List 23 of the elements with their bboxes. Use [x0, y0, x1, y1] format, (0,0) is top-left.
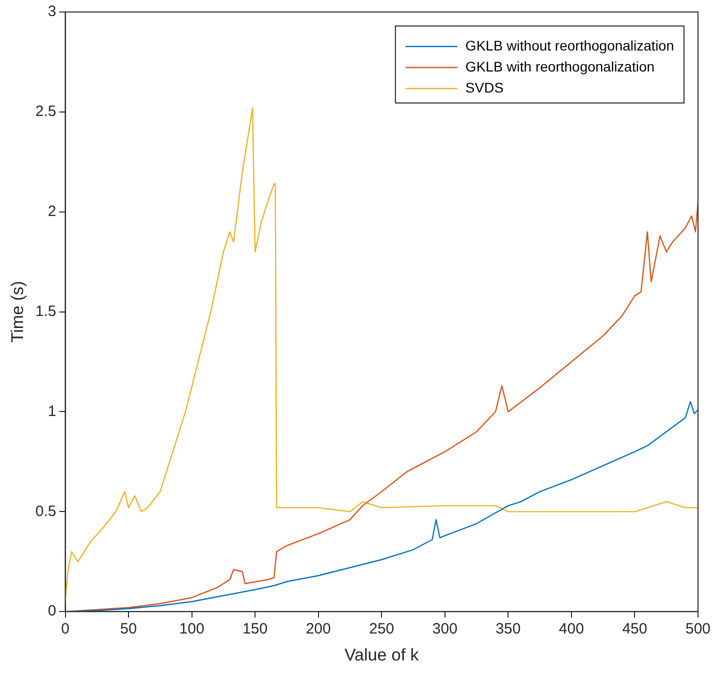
y-axis-title: Time (s) [8, 280, 27, 343]
y-tick-label: 0 [48, 602, 56, 620]
y-tick-label: 2.5 [35, 103, 56, 120]
y-tick-label: 1.5 [35, 302, 56, 320]
x-tick-label: 350 [496, 620, 521, 638]
y-tick-label: 3 [48, 3, 56, 20]
y-tick-label: 0.5 [35, 502, 56, 520]
x-tick-label: 400 [558, 620, 584, 638]
x-tick-label: 500 [685, 620, 711, 638]
x-tick-label: 150 [242, 620, 268, 638]
x-axis-title: Value of k [344, 645, 420, 664]
x-tick-label: 0 [61, 620, 70, 638]
y-tick-label: 2 [48, 203, 56, 220]
legend-label: GKLB without reorthogonalization [465, 37, 674, 54]
x-tick-label: 50 [120, 620, 137, 638]
legend-label: SVDS [465, 79, 504, 96]
y-tick-label: 1 [48, 402, 56, 420]
x-tick-label: 450 [622, 620, 648, 638]
x-tick-label: 200 [306, 620, 331, 638]
x-tick-label: 250 [369, 620, 394, 638]
legend-label: GKLB with reorthogonalization [465, 58, 655, 74]
x-tick-label: 100 [179, 620, 204, 638]
x-tick-label: 300 [432, 620, 458, 638]
